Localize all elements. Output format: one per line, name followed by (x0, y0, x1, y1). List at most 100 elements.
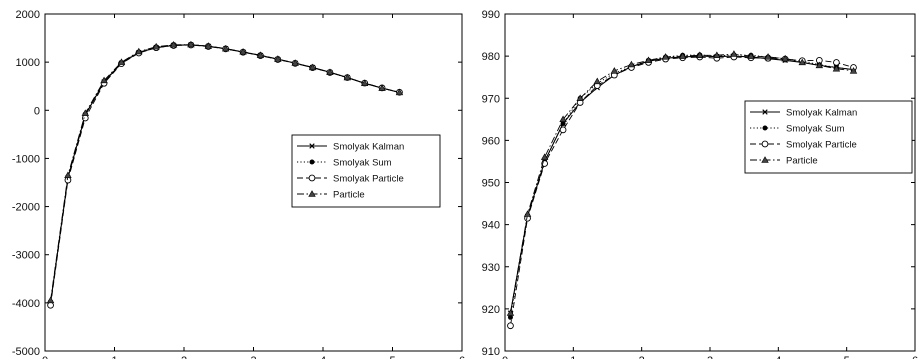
y-tick-label: 2000 (16, 9, 40, 21)
y-tick-label: -3000 (12, 250, 40, 262)
data-point (747, 52, 755, 59)
data-point (644, 56, 653, 64)
y-tick-label: 0 (34, 105, 40, 117)
y-tick-label: 970 (482, 93, 500, 105)
y-tick-label: -1000 (12, 153, 40, 165)
data-point (610, 67, 619, 74)
data-point (849, 67, 858, 74)
legend-box (291, 134, 441, 208)
data-point (274, 55, 282, 62)
x-tick-label: 3 (250, 355, 256, 359)
legend-marker (308, 190, 316, 197)
series-particle (46, 40, 404, 304)
data-point (326, 68, 334, 75)
legend-label: Smolyak Kalman (786, 108, 857, 119)
data-point (678, 52, 687, 59)
legend-label: Smolyak Particle (786, 140, 857, 151)
data-point (661, 53, 670, 60)
data-point (395, 88, 404, 96)
legend-label: Particle (786, 156, 818, 167)
data-point (343, 73, 352, 81)
data-point (308, 63, 317, 71)
data-point (764, 53, 772, 60)
data-point (833, 59, 840, 66)
data-point (360, 79, 369, 87)
x-tick-label: 4 (320, 355, 326, 359)
series-smolyak-sum (507, 52, 856, 320)
x-tick-label: 2 (639, 355, 645, 359)
y-tick-label: 990 (482, 9, 500, 21)
y-tick-label: 920 (482, 304, 500, 316)
legend-label: Smolyak Sum (786, 124, 845, 135)
data-point (152, 42, 160, 50)
data-point (64, 171, 72, 178)
legend-marker (762, 109, 768, 115)
y-tick-label: 940 (482, 220, 500, 232)
legend-label: Smolyak Kalman (333, 142, 404, 153)
data-point (627, 60, 636, 68)
data-point (291, 59, 299, 66)
data-point (221, 44, 230, 52)
chart-panel-2: 0 1 2 3 4 5 6 910 920 930 940 950 960 970 980 990 Smolya… (482, 9, 918, 359)
series-line (510, 54, 854, 318)
x-tick-label: 4 (775, 355, 781, 359)
data-point (832, 64, 841, 72)
data-point (256, 51, 265, 58)
legend-label: Smolyak Sum (333, 158, 392, 169)
series-line (510, 56, 854, 326)
legend-marker (308, 174, 316, 182)
data-point (559, 115, 567, 123)
data-point (117, 58, 126, 65)
x-tick-label: 0 (42, 355, 48, 359)
data-point (46, 296, 55, 304)
data-point (204, 42, 213, 49)
legend-label: Particle (333, 190, 365, 201)
series-particle (506, 50, 858, 316)
data-point (730, 50, 738, 57)
data-point (576, 94, 584, 101)
data-point (135, 47, 143, 55)
x-tick-label: 3 (707, 355, 713, 359)
data-point (187, 40, 195, 48)
series-line (510, 53, 854, 314)
data-point (81, 114, 89, 122)
x-tick-label: 2 (181, 355, 187, 359)
data-point (593, 77, 601, 85)
chart-panel-1: 0 1 2 3 4 5 6 -5000 -4000 -3000 -2000 -1000 0 1000 200… (12, 9, 465, 359)
legend-label: Smolyak Particle (333, 174, 404, 185)
x-tick-label: 6 (912, 355, 918, 359)
series-smolyak-kalman (507, 53, 857, 316)
y-tick-label: 910 (482, 346, 500, 358)
data-point (169, 41, 178, 48)
legend-marker (309, 159, 315, 165)
data-point (696, 51, 704, 58)
legend-box (744, 100, 913, 174)
x-tick-label: 1 (111, 355, 117, 359)
data-point (523, 210, 532, 217)
y-tick-label: 980 (482, 51, 500, 63)
legend-marker (761, 156, 769, 163)
data-point (239, 47, 247, 55)
x-tick-label: 5 (844, 355, 850, 359)
legend-marker (309, 143, 315, 149)
x-tick-label: 5 (389, 355, 395, 359)
legend-marker (761, 140, 769, 148)
y-tick-label: 1000 (16, 57, 40, 69)
data-point (781, 54, 789, 62)
data-point (506, 309, 515, 316)
y-tick-label: 960 (482, 135, 500, 147)
data-point (100, 76, 108, 84)
data-point (713, 51, 721, 58)
series-smolyak-particle (507, 53, 857, 330)
data-point (540, 153, 549, 160)
y-tick-label: -4000 (12, 298, 40, 310)
x-tick-label: 0 (502, 355, 508, 359)
data-point (81, 109, 90, 116)
data-point (47, 301, 54, 309)
y-tick-label: 930 (482, 262, 500, 274)
legend: Smolyak Kalman Smolyak Sum Smolyak Particl… (291, 134, 441, 208)
y-tick-label: -2000 (12, 202, 40, 214)
series-line (509, 55, 854, 314)
legend-marker (762, 125, 768, 131)
